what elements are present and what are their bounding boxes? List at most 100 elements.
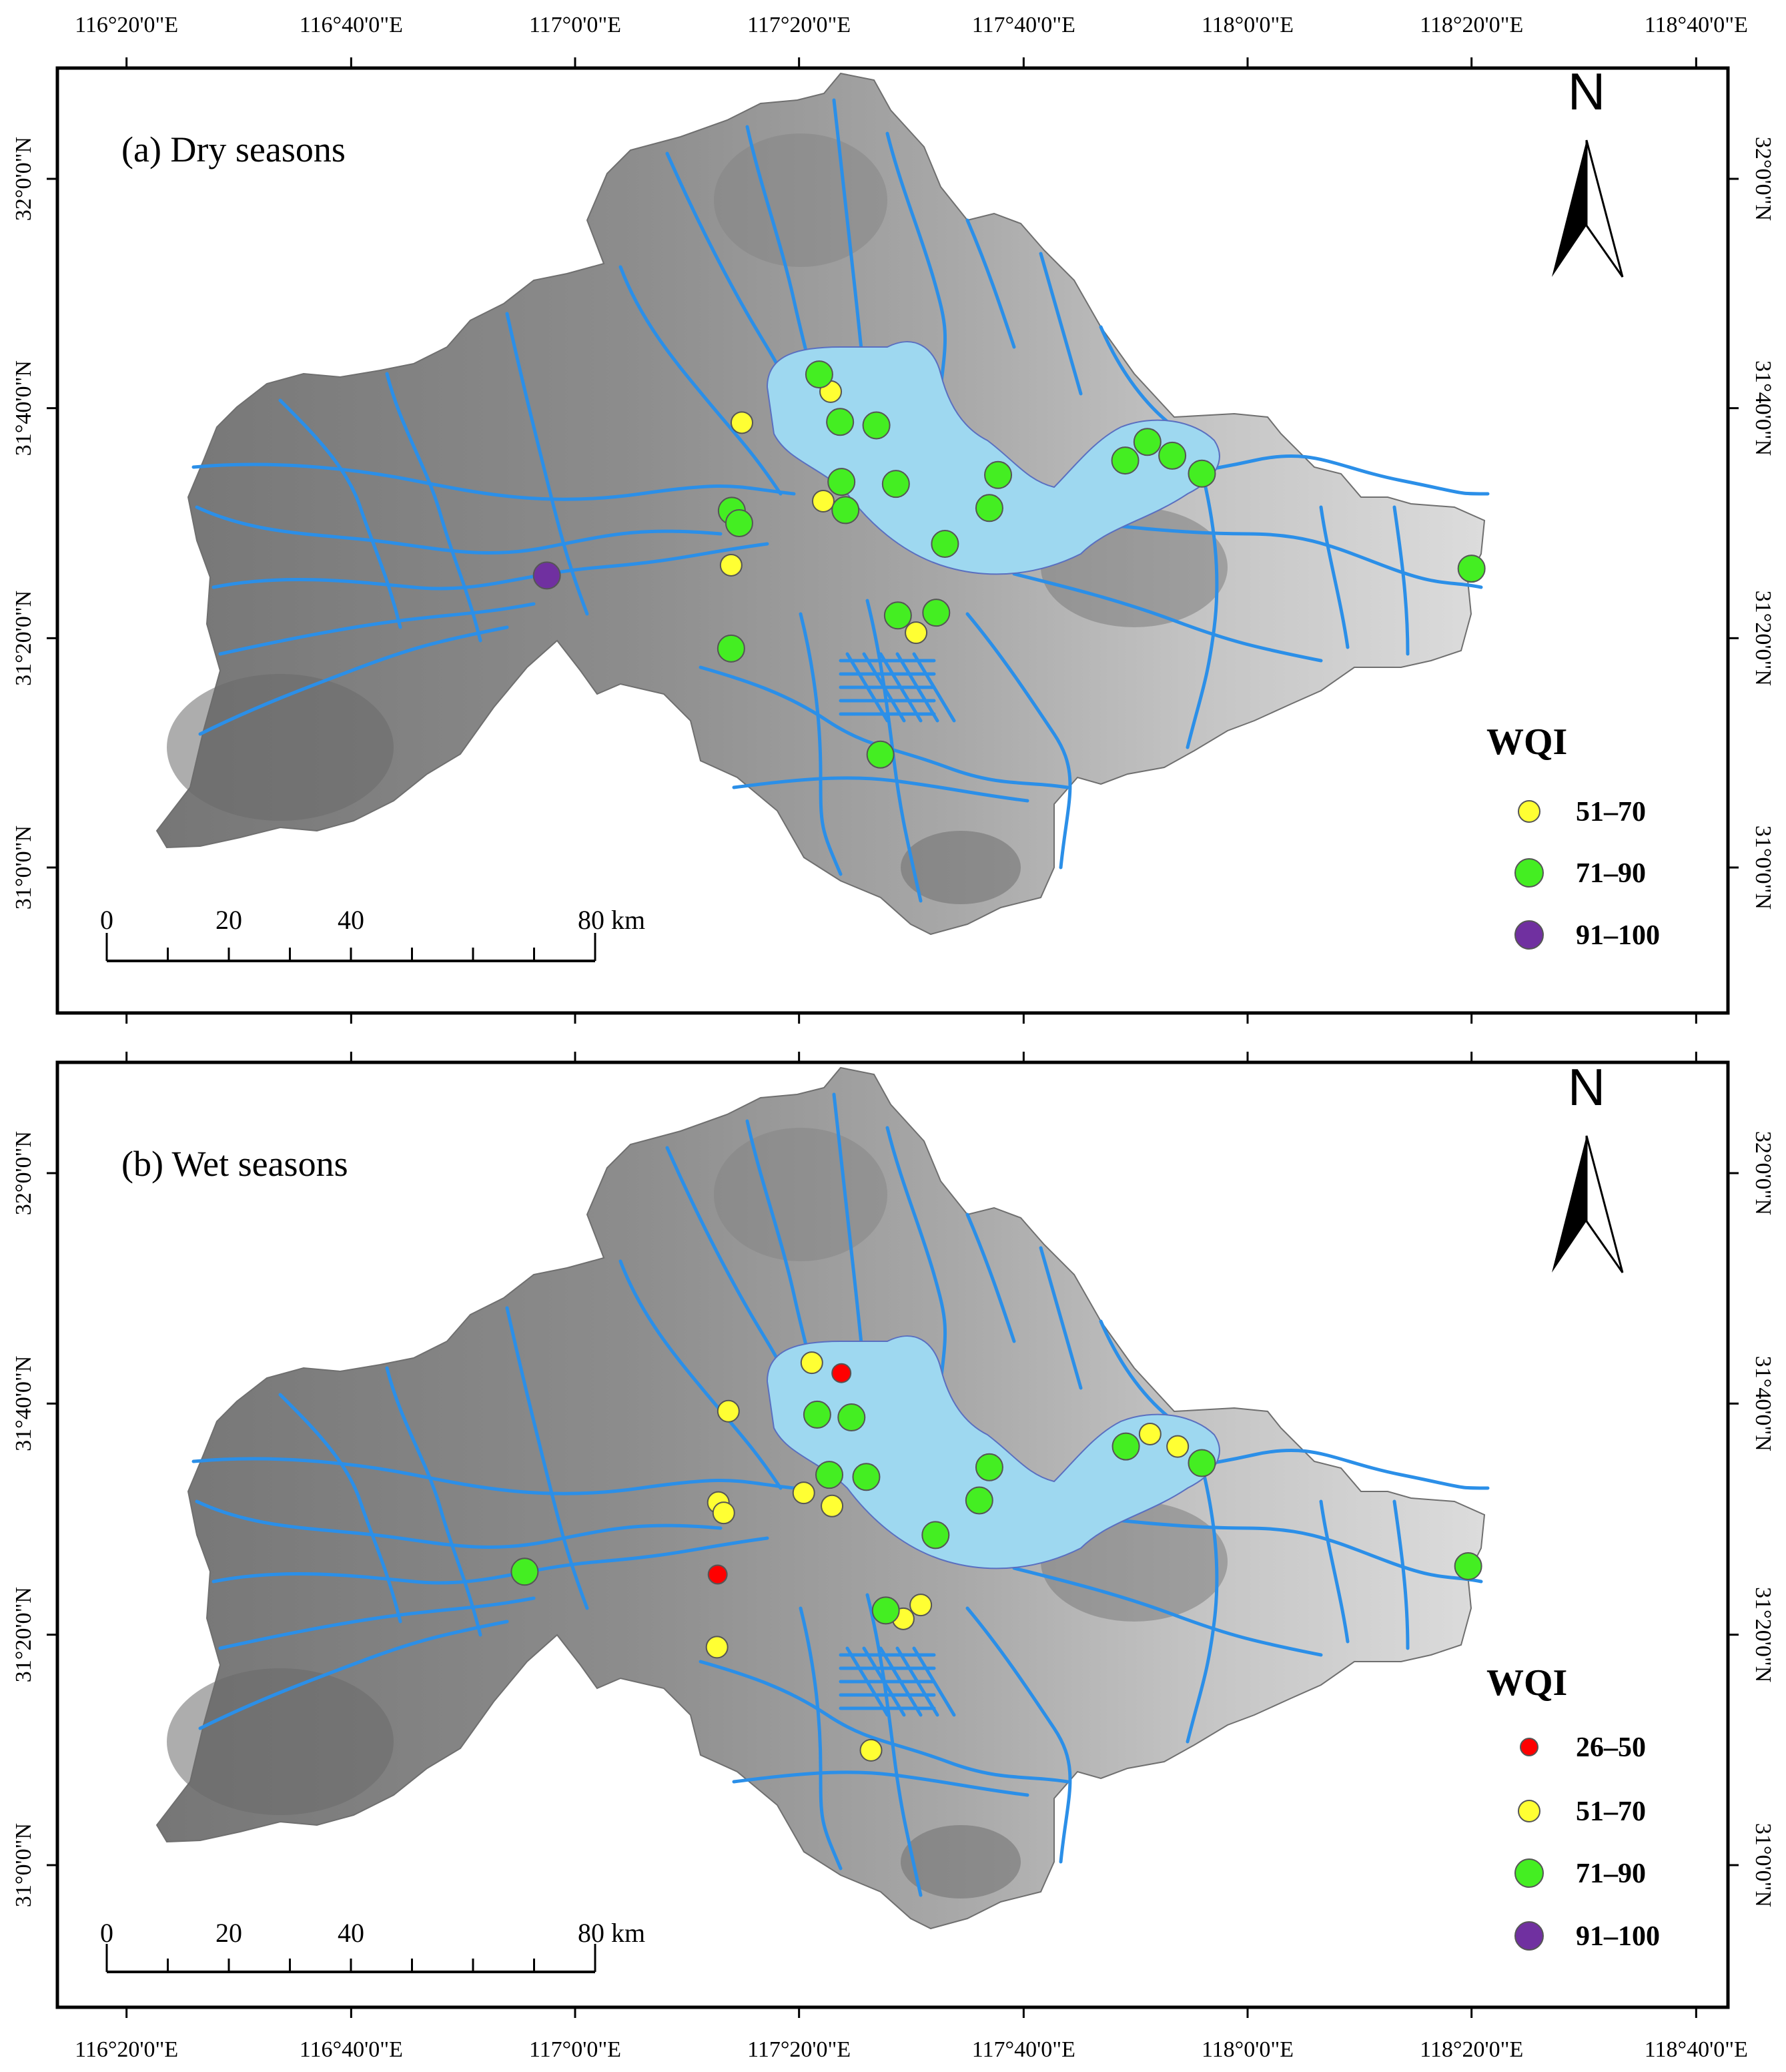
- lat-tick-label: 31°0'0"N: [1751, 1823, 1775, 1907]
- scale-bar-label: 80 km: [578, 905, 645, 935]
- river: [965, 218, 1016, 349]
- sampling-site-marker: [811, 489, 835, 512]
- sampling-site-marker: [866, 740, 895, 769]
- mountain-shade: [714, 1128, 887, 1261]
- panel-title: (a) Dry seasons: [121, 129, 346, 169]
- lon-tick-label: 118°40'0"E: [1645, 13, 1748, 37]
- sampling-site-marker: [881, 470, 910, 498]
- river: [965, 612, 1072, 870]
- river: [618, 265, 783, 496]
- sampling-site-marker: [792, 1481, 815, 1505]
- river: [195, 505, 723, 555]
- legend-title: WQI: [1486, 1662, 1567, 1704]
- irrigation-grid: [839, 1646, 956, 1717]
- lat-tick-label: 31°40'0"N: [11, 1356, 36, 1451]
- lon-tick-label: 118°0'0"E: [1202, 2037, 1294, 2062]
- lat-tick-label: 32°0'0"N: [11, 137, 36, 221]
- sampling-site-marker: [821, 1494, 844, 1517]
- river: [385, 372, 482, 643]
- canal: [912, 652, 956, 723]
- lat-tick-label: 31°20'0"N: [1751, 591, 1775, 686]
- basin-terrain: [156, 1067, 1490, 1929]
- river: [191, 462, 796, 501]
- north-arrow-left-half: [1552, 140, 1587, 277]
- sampling-site-marker: [1138, 1422, 1162, 1445]
- legend-label: 51–70: [1576, 1796, 1646, 1827]
- panel-b: 116°20'0"E 116°40'0"E 117°0'0"E 117°20'0"E 1…: [11, 1052, 1775, 2062]
- legend-swatch: [1514, 858, 1544, 888]
- scale-bar: 0 20 40 80 km: [100, 1918, 645, 1973]
- basin-terrain: [156, 73, 1490, 935]
- panel-title: (b) Wet seasons: [121, 1144, 348, 1184]
- river: [965, 1213, 1016, 1343]
- sampling-site-marker: [826, 408, 855, 436]
- lon-tick-label: 116°20'0"E: [75, 2037, 178, 2062]
- sampling-site-marker: [883, 601, 912, 630]
- river: [865, 1593, 923, 1897]
- river: [1039, 252, 1083, 396]
- north-arrow: N: [1552, 62, 1624, 278]
- legend-label: 51–70: [1576, 797, 1646, 827]
- river: [1392, 505, 1410, 656]
- sampling-site-marker: [831, 1363, 852, 1383]
- legend-swatch: [1514, 1858, 1544, 1888]
- canal: [895, 1646, 939, 1717]
- scale-bar-label: 0: [100, 905, 113, 935]
- lon-tick-label: 118°20'0"E: [1420, 2037, 1523, 2062]
- river: [1319, 505, 1350, 649]
- lon-tick-label: 117°40'0"E: [972, 13, 1075, 37]
- lat-tick-label: 32°0'0"N: [1751, 137, 1775, 221]
- lon-tick-label: 118°0'0"E: [1202, 13, 1294, 37]
- sampling-site-marker: [717, 634, 745, 663]
- sampling-site-marker: [827, 468, 856, 496]
- sampling-site-marker: [975, 1453, 1003, 1481]
- irrigation-grid: [839, 652, 956, 723]
- sampling-site-marker: [717, 1399, 740, 1423]
- scale-bar-label: 40: [338, 905, 364, 935]
- lon-tick-label: 117°40'0"E: [972, 2037, 1075, 2062]
- north-arrow-left-half: [1552, 1136, 1587, 1273]
- sampling-site-marker: [815, 1461, 844, 1489]
- sampling-site-marker: [719, 553, 743, 577]
- sampling-site-marker: [1166, 1435, 1190, 1458]
- sampling-site-marker: [965, 1486, 993, 1515]
- sampling-site-marker: [705, 1636, 729, 1659]
- canal: [912, 1646, 956, 1717]
- river: [1099, 1319, 1176, 1423]
- scale-bar-label: 40: [338, 1918, 364, 1948]
- river: [732, 1770, 1029, 1797]
- scale-bar-label: 80 km: [578, 1918, 645, 1948]
- river: [865, 599, 923, 903]
- north-arrow-label: N: [1568, 62, 1605, 121]
- sampling-site-marker: [859, 1738, 883, 1762]
- legend-swatch: [1520, 1738, 1538, 1756]
- sampling-site-marker: [510, 1558, 539, 1586]
- mountain-shade: [901, 1825, 1021, 1898]
- scale-bar-label: 20: [215, 905, 242, 935]
- river: [885, 131, 947, 389]
- sampling-site-marker: [931, 529, 959, 558]
- lat-tick-label: 31°40'0"N: [1751, 1356, 1775, 1451]
- lon-tick-label: 116°40'0"E: [300, 13, 403, 37]
- sampling-site-marker: [831, 496, 860, 525]
- chaohu-lake: [766, 1335, 1220, 1570]
- legend-swatch: [1514, 920, 1544, 950]
- chaohu-lake: [766, 341, 1220, 575]
- legend-swatch: [1514, 1921, 1544, 1951]
- sampling-site-marker: [1133, 428, 1162, 456]
- sampling-site-marker: [800, 1351, 823, 1375]
- river: [618, 1259, 783, 1490]
- north-arrow-right-half: [1585, 139, 1624, 278]
- lon-tick-label: 117°20'0"E: [747, 2037, 851, 2062]
- lon-tick-label: 116°40'0"E: [300, 2037, 403, 2062]
- lon-tick-label: 117°20'0"E: [747, 13, 851, 37]
- legend-swatch: [1518, 1800, 1540, 1822]
- river: [799, 1606, 843, 1870]
- sampling-site-marker: [805, 360, 833, 389]
- sampling-site-marker: [1111, 1432, 1140, 1461]
- sampling-site-marker: [1457, 555, 1486, 583]
- legend-swatch: [1518, 800, 1540, 823]
- sampling-site-marker: [725, 509, 753, 537]
- river: [1039, 1246, 1083, 1390]
